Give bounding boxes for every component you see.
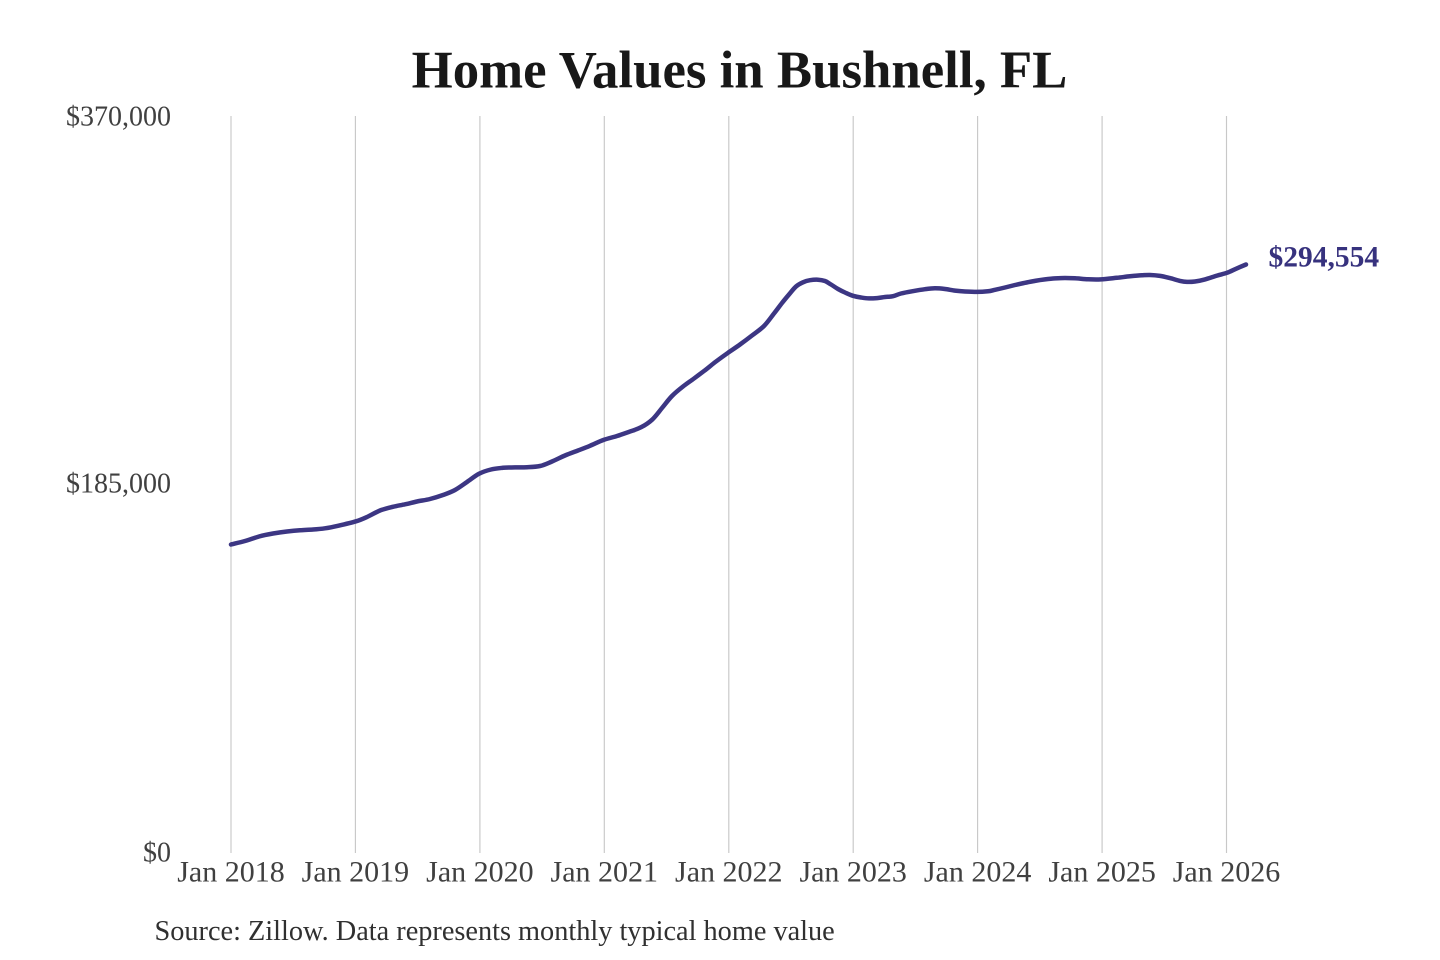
svg-text:Home Values in Bushnell, FL: Home Values in Bushnell, FL (412, 42, 1068, 100)
svg-text:$0: $0 (143, 838, 171, 869)
svg-text:$370,000: $370,000 (66, 102, 171, 133)
svg-text:Jan 2019: Jan 2019 (302, 856, 410, 889)
svg-text:$185,000: $185,000 (66, 469, 171, 500)
svg-text:$294,554: $294,554 (1269, 242, 1380, 274)
svg-text:Jan 2022: Jan 2022 (675, 856, 783, 889)
svg-text:Jan 2025: Jan 2025 (1048, 856, 1156, 889)
svg-text:Source: Zillow. Data represent: Source: Zillow. Data represents monthly … (155, 916, 835, 947)
svg-text:Jan 2018: Jan 2018 (177, 856, 285, 889)
svg-text:Jan 2021: Jan 2021 (551, 856, 659, 889)
svg-text:Jan 2026: Jan 2026 (1173, 856, 1281, 889)
svg-text:Jan 2020: Jan 2020 (426, 856, 534, 889)
svg-text:Jan 2023: Jan 2023 (799, 856, 907, 889)
svg-text:Jan 2024: Jan 2024 (924, 856, 1032, 889)
